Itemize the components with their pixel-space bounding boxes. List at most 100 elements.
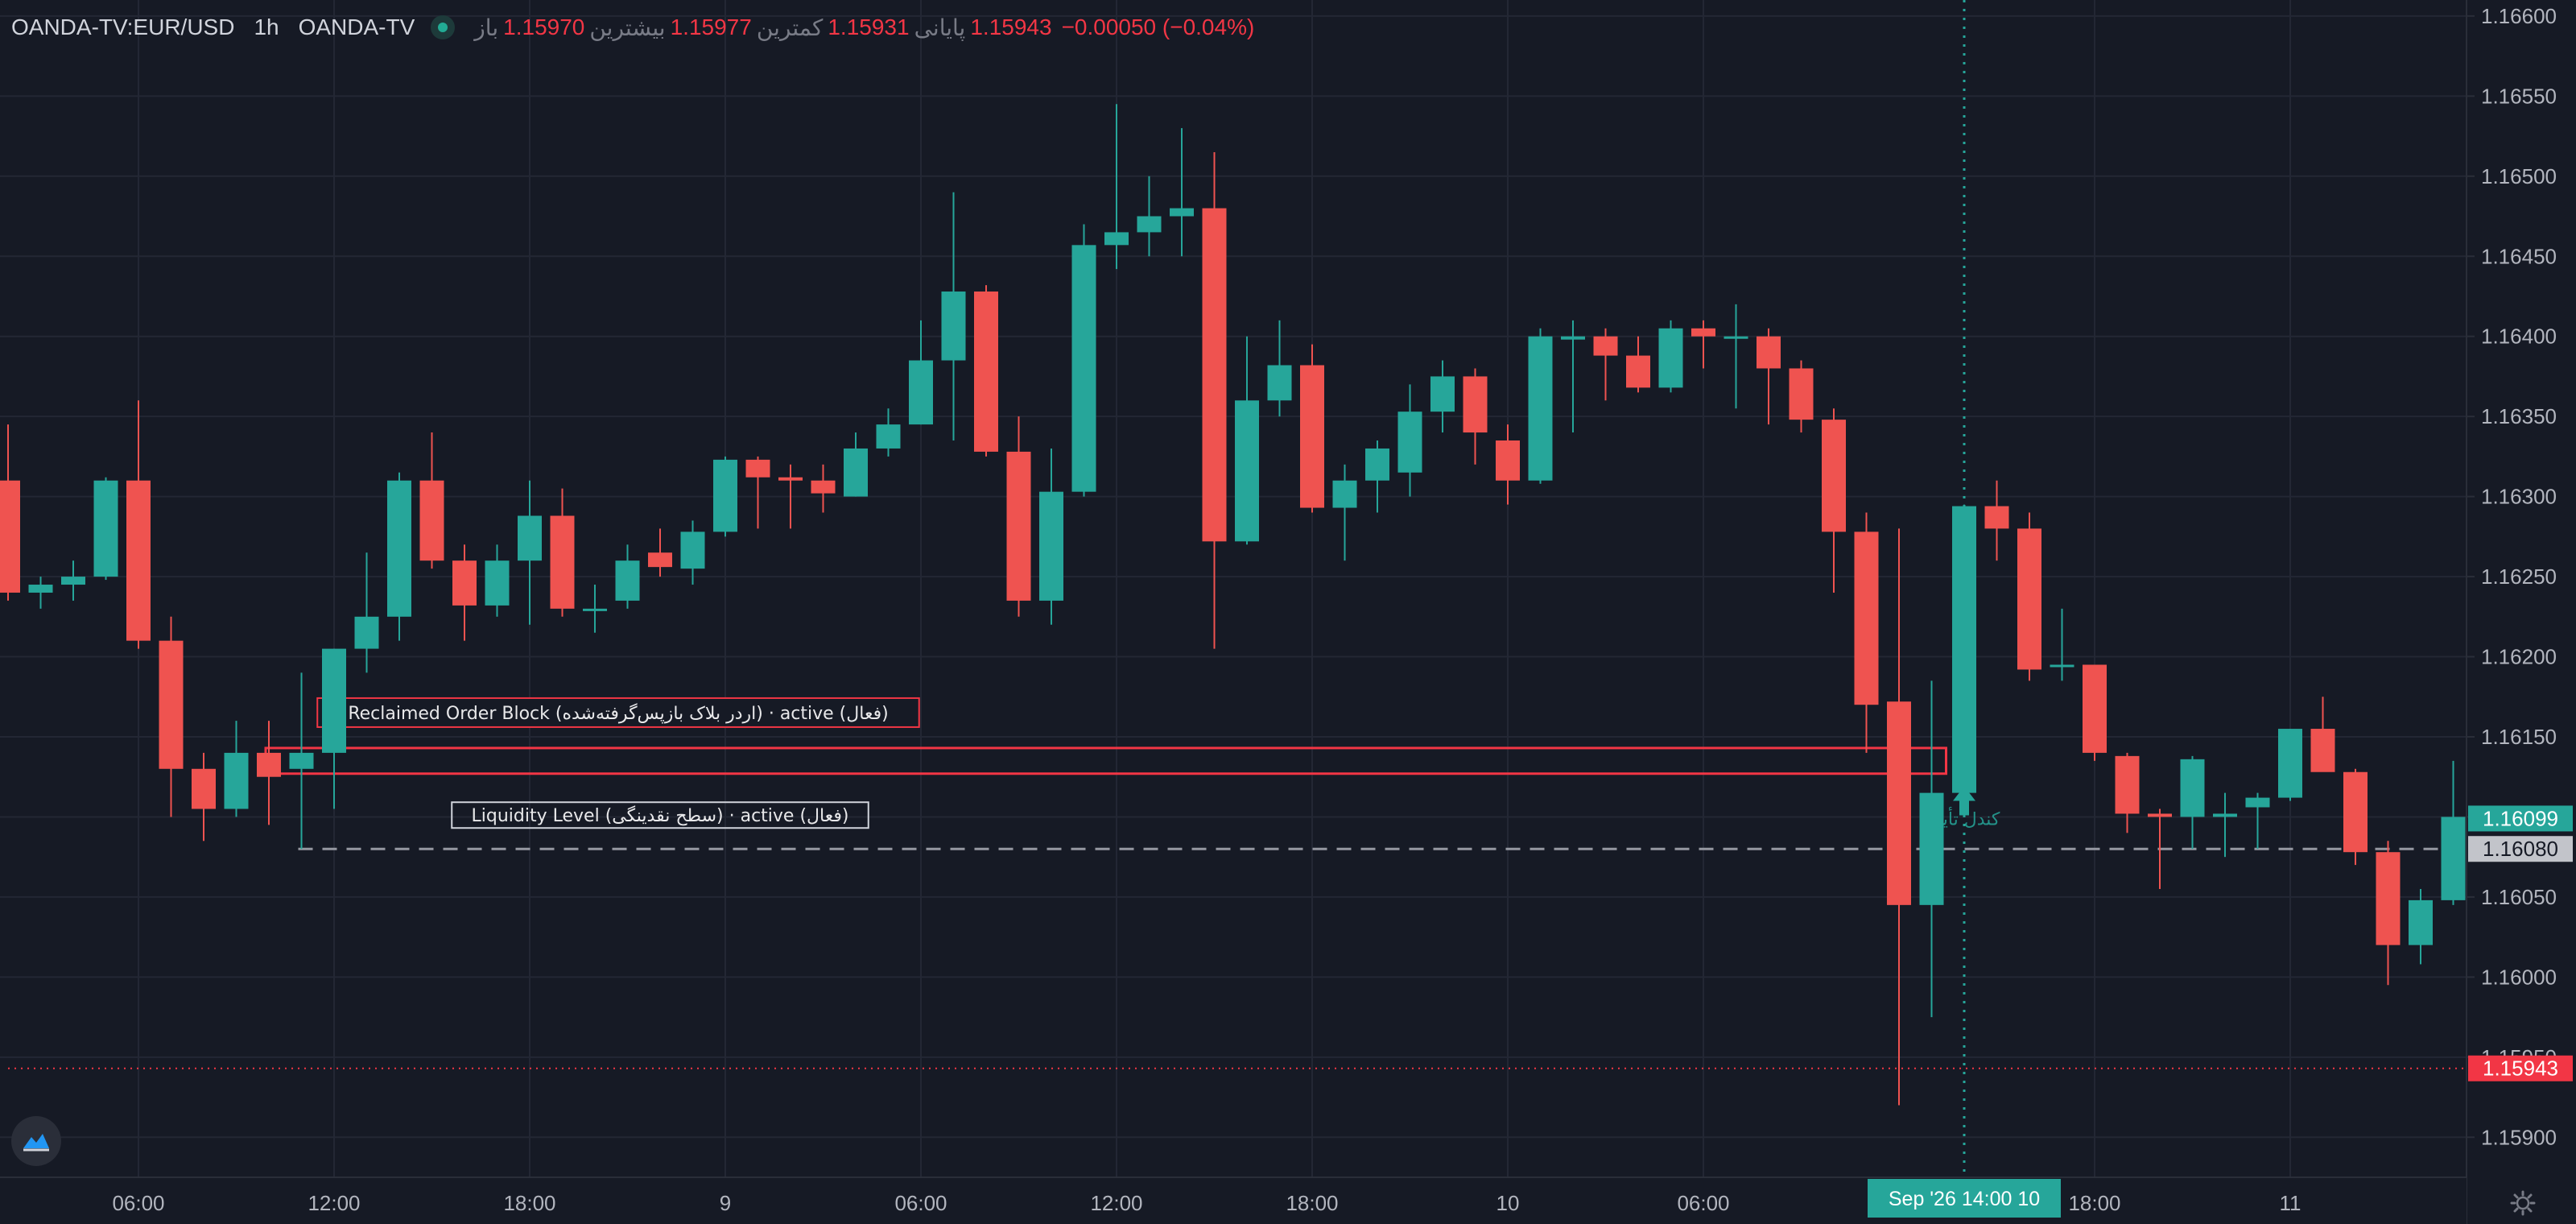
order-block-label-box [316,697,920,728]
candle-body [1039,491,1063,601]
candle-body [192,768,216,809]
liquidity-level-price-tag: 1.16080 [2483,837,2558,861]
candle-body [583,608,607,611]
candle-body [909,360,933,425]
price-tick-label: 1.16150 [2481,725,2557,749]
candle-body [1789,368,1814,420]
candle-body [1170,208,1194,217]
time-tick-label: 18:00 [2068,1191,2120,1215]
low-value: 1.15931 [828,14,910,39]
high-label: بیشترین [589,14,666,40]
candle-body [1887,701,1911,905]
tradingview-logo-icon[interactable] [11,1116,61,1166]
price-lines: Liquidity Level (سطح نقدینگی) · active (… [8,801,2467,1069]
candle-body [2050,664,2074,668]
zone-layer: Reclaimed Order Block (اردر بلاک بازپس‌گ… [264,697,1947,775]
candle-body [1235,400,1259,542]
liquidity-level-price-tag-bg [2468,836,2573,862]
time-tick-label: 18:00 [1286,1191,1338,1215]
price-tick-label: 1.16400 [2481,325,2557,349]
candle-body [2310,729,2335,772]
candle-body [1528,336,1553,481]
candle-body [1202,208,1227,542]
market-status-icon[interactable] [431,15,456,39]
candle-body [1300,365,1324,508]
candle-body [159,640,184,769]
candle-body [1137,216,1162,233]
crosshair-price-tag: 1.16099 [2483,806,2558,830]
candle-body [2245,797,2270,808]
candle-body [1006,451,1031,601]
candle-body [1658,328,1683,388]
candle-body [0,480,20,593]
candle-body [1267,365,1292,401]
candle-body [648,552,672,568]
time-tick-label: 10 [1496,1191,1520,1215]
candle-body [745,459,770,478]
candle-body [2083,664,2107,753]
change-value: −0.00050 (−0.04%) [1061,14,1255,39]
price-axis[interactable]: 1.16600 1.16550 1.16500 1.16450 1.16400 1.163… [2466,0,2576,1224]
candle-body [2376,852,2401,945]
price-tick-label: 1.15900 [2481,1125,2557,1149]
candle-body [1104,232,1129,246]
candle-body [2343,771,2368,853]
candle-body [974,292,998,452]
price-tick-label: 1.16250 [2481,564,2557,589]
candle-body [2278,729,2302,798]
candle-body [1397,411,1422,473]
interval-label[interactable]: 1h [254,14,279,39]
time-tick-label: 06:00 [894,1191,947,1215]
candle-body [1822,420,1846,532]
candle-body [289,752,314,769]
candle-body [322,648,346,753]
time-tick-label: 06:00 [112,1191,164,1215]
symbol-name[interactable]: OANDA-TV:EUR/USD [11,14,235,39]
crosshair-price-tag-bg [2468,805,2573,832]
time-tick-label: 11 [2280,1191,2301,1215]
candle-body [1724,336,1748,339]
price-axis-background [2467,0,2576,1224]
candle-body [2115,755,2140,814]
candle-body [1561,336,1585,340]
candle-body [1463,376,1488,433]
candle-body [2409,899,2433,945]
price-tick-label: 1.16050 [2481,885,2557,909]
candle-body [1332,480,1357,508]
candle-body [876,424,901,449]
candle-body [257,752,281,777]
candle-body [1854,531,1879,705]
price-tick-label: 1.16300 [2481,485,2557,509]
candle-body [778,477,803,481]
candle-body [28,585,53,593]
candle-body [2213,813,2237,817]
candle-body [354,616,379,649]
last-price-tag-bg [2468,1055,2573,1081]
gear-icon[interactable] [2507,1187,2539,1219]
candle-body [615,560,640,601]
time-axis[interactable]: 06:00 12:00 18:00 9 06:00 12:00 18:00 10 06:00 18… [0,1176,2467,1224]
candle-body [419,480,444,561]
last-price-tag: 1.15943 [2483,1057,2558,1081]
low-label: کمترین [756,14,824,40]
order-block-label: Reclaimed Order Block (اردر بلاک بازپس‌گ… [348,703,888,724]
candle-body [680,531,705,569]
price-tick-label: 1.16500 [2481,164,2557,188]
candle-body [2441,817,2466,900]
source-label: OANDA-TV [298,14,415,39]
candle-body [387,480,411,617]
time-tick-label: 06:00 [1677,1191,1729,1215]
candle-body [2148,813,2172,817]
crosshair-time-tag-bg [1868,1179,2061,1218]
candle-body [844,448,868,497]
time-tick-label: 12:00 [1090,1191,1142,1215]
candle-body [1496,440,1520,481]
candle-body [1430,376,1455,412]
candle-body [1919,792,1944,905]
price-tick-label: 1.16200 [2481,645,2557,669]
candle-body [713,459,737,532]
confirmation-marker-label: کندل تأیید [1929,807,2000,830]
